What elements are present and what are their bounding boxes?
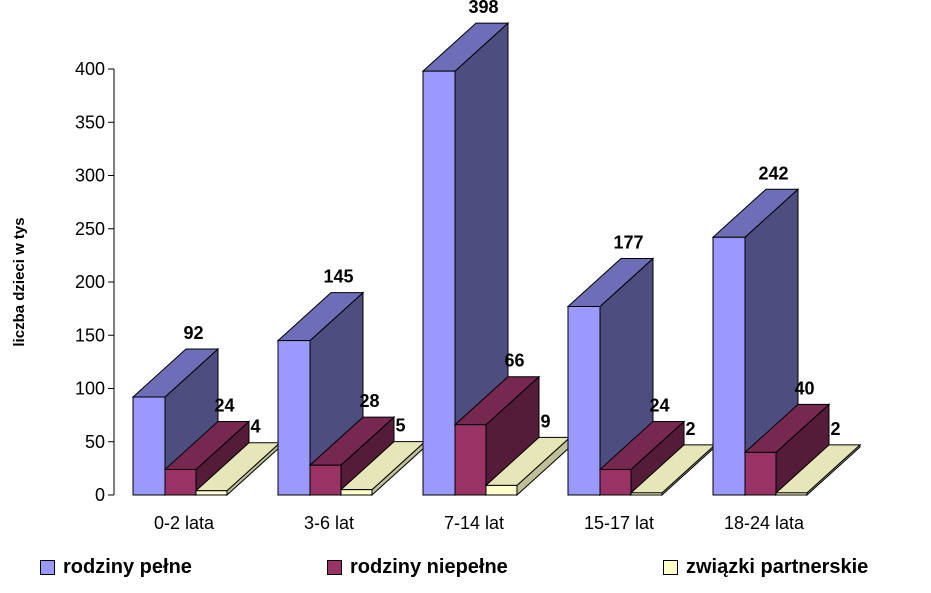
y-tick-label: 0 [95, 485, 105, 505]
data-label: 28 [359, 391, 379, 411]
legend-item-zwiazki-partnerskie: związki partnerskie [663, 556, 868, 579]
bars [131, 22, 862, 497]
data-label: 40 [794, 378, 814, 398]
bar-front [599, 468, 632, 496]
y-tick-label: 400 [75, 59, 105, 79]
bar-front [744, 451, 777, 496]
data-label: 5 [395, 416, 405, 436]
labels: 92 24 4 0-2 lata 145 28 5 3-6 lat 398 66 9 7-14 lat… [154, 0, 841, 533]
bar [163, 420, 251, 497]
bar [598, 420, 686, 497]
legend-label: rodziny niepełne [350, 556, 508, 578]
bar-front [340, 489, 373, 496]
data-label: 242 [758, 163, 788, 183]
x-tick-label: 18-24 lata [724, 513, 805, 533]
y-tick-label: 150 [75, 325, 105, 345]
data-label: 24 [649, 395, 669, 415]
y-tick-label: 300 [75, 166, 105, 186]
legend-swatch [663, 560, 678, 575]
bar-front [485, 484, 518, 496]
data-label: 92 [183, 323, 203, 343]
legend-swatch [40, 560, 55, 575]
data-label: 66 [504, 351, 524, 371]
bar-front [567, 305, 601, 496]
bar-front [454, 424, 487, 496]
bar [308, 416, 396, 497]
x-tick-label: 15-17 lat [584, 513, 654, 533]
category-group [131, 347, 282, 497]
bar [421, 22, 510, 497]
legend-label: rodziny pełne [63, 556, 192, 578]
category-group [566, 257, 717, 497]
y-tick-label: 100 [75, 379, 105, 399]
bar-front [309, 464, 342, 496]
y-tick-label: 50 [85, 432, 105, 452]
y-tick-label: 250 [75, 219, 105, 239]
data-label: 2 [685, 419, 695, 439]
legend-label: związki partnerskie [686, 556, 869, 578]
x-tick-label: 7-14 lat [444, 513, 504, 533]
bar [743, 403, 831, 497]
data-label: 398 [468, 0, 498, 17]
bar-front [775, 492, 808, 496]
data-label: 4 [250, 417, 260, 437]
bar-front [195, 490, 228, 496]
x-tick-label: 0-2 lata [154, 513, 215, 533]
bar [453, 375, 541, 497]
y-axis-label: liczba dzieci w tys [11, 217, 28, 346]
data-label: 177 [613, 232, 643, 252]
bar-front [630, 492, 663, 496]
y-tick-label: 200 [75, 272, 105, 292]
y-tick-label: 350 [75, 112, 105, 132]
category-group [276, 291, 427, 497]
legend-swatch [327, 560, 342, 575]
category-group [711, 188, 862, 497]
bar-front [132, 396, 166, 496]
bar [774, 443, 862, 497]
data-label: 24 [214, 395, 234, 415]
data-label: 2 [830, 419, 840, 439]
data-label: 9 [540, 411, 550, 431]
legend-item-rodziny-pelne: rodziny pełne [40, 556, 192, 579]
legend: rodziny pełne rodziny niepełne związki p… [0, 556, 931, 586]
x-tick-label: 3-6 lat [304, 513, 354, 533]
bar-front [422, 70, 456, 496]
data-label: 145 [323, 267, 353, 287]
y-axis: 0 50 100 150 200 250 300 350 400 [75, 59, 115, 505]
bar [339, 440, 427, 497]
legend-item-rodziny-niepelne: rodziny niepełne [327, 556, 508, 579]
bar-front [164, 468, 197, 496]
category-group [421, 22, 572, 497]
bar-front [712, 236, 746, 496]
bar-front [277, 340, 311, 496]
